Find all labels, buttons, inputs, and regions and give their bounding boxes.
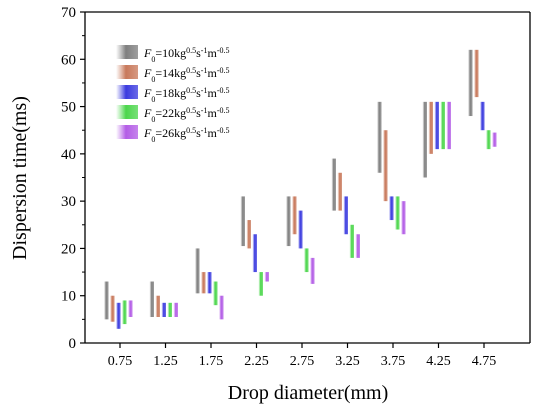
legend-entry-1: F0=10kg0.5s-1m-0.5: [143, 46, 229, 64]
bar-2-1.75: [201, 272, 206, 294]
bar-1-3.25: [331, 158, 336, 211]
bar-4-2.75: [304, 248, 309, 273]
x-tick-label: 2.75: [290, 354, 315, 369]
y-tick-label: 20: [61, 241, 76, 257]
x-tick-label: 3.25: [335, 354, 360, 369]
x-tick-label: 1.75: [199, 354, 224, 369]
x-tick-label: 4.75: [472, 354, 497, 369]
legend-swatch-2: [116, 65, 138, 79]
bar-4-2.25: [258, 272, 263, 296]
bar-3-4.75: [480, 101, 485, 131]
x-tick-label: 1.25: [153, 354, 178, 369]
bar-1-1.25: [149, 281, 154, 317]
bar-4-3.25: [349, 224, 354, 258]
legend-swatch-5: [116, 125, 138, 139]
y-axis-label: Dispersion time(ms): [9, 96, 31, 260]
bar-3-4.25: [434, 101, 439, 150]
y-tick-label: 60: [61, 52, 76, 68]
bar-1-0.75: [104, 281, 109, 320]
bar-3-2.25: [252, 234, 257, 273]
bar-4-1.25: [167, 302, 172, 317]
bar-3-1.75: [207, 272, 212, 294]
bar-1-3.75: [377, 101, 382, 173]
bar-4-3.75: [395, 196, 400, 230]
bars-layer: [104, 49, 497, 329]
legend: F0=10kg0.5s-1m-0.5 F0=14kg0.5s-1m-0.5 F0=1…: [116, 45, 229, 144]
bar-1-2.25: [240, 196, 245, 247]
plot-frame: [85, 11, 531, 343]
bar-3-1.25: [161, 302, 166, 317]
bar-3-0.75: [116, 302, 121, 329]
x-tick-label: 2.25: [244, 354, 269, 369]
bar-2-2.75: [292, 196, 297, 235]
y-tick-label: 50: [61, 100, 76, 116]
legend-entry-5: F0=26kg0.5s-1m-0.5: [143, 126, 229, 144]
x-tick-label: 3.75: [381, 354, 406, 369]
bar-2-4.25: [428, 101, 433, 154]
bar-3-3.75: [389, 196, 394, 221]
bar-5-0.75: [128, 300, 133, 317]
legend-entry-2: F0=14kg0.5s-1m-0.5: [143, 66, 229, 84]
y-tick-label: 30: [61, 194, 76, 210]
legend-entry-3: F0=18kg0.5s-1m-0.5: [143, 86, 229, 104]
bar-5-1.25: [173, 302, 178, 317]
legend-swatch-3: [116, 85, 138, 99]
x-axis-label: Drop diameter(mm): [228, 382, 389, 404]
legend-swatch-1: [116, 45, 138, 59]
y-tick-label: 70: [61, 5, 76, 21]
x-tick-label: 0.75: [108, 354, 133, 369]
bar-4-4.75: [486, 130, 491, 150]
bar-2-3.25: [337, 172, 342, 211]
bar-5-4.75: [492, 132, 497, 147]
y-tick-label: 10: [61, 289, 76, 305]
bar-5-1.75: [219, 295, 224, 320]
bar-3-2.75: [298, 210, 303, 249]
bar-2-4.75: [474, 49, 479, 98]
bar-4-4.25: [440, 101, 445, 150]
axes: 0 10 20 30 40 50 60 70 0.75 1.25 1.75 2.25 2.75 3.25 3…: [61, 5, 530, 369]
legend-entry-4: F0=22kg0.5s-1m-0.5: [143, 106, 229, 124]
bar-5-3.75: [401, 201, 406, 235]
bar-2-3.75: [383, 130, 388, 202]
bar-5-3.25: [355, 234, 360, 258]
bar-2-0.75: [110, 295, 115, 322]
y-tick-label: 0: [69, 336, 77, 352]
bar-1-2.75: [286, 196, 291, 247]
bar-5-2.25: [264, 272, 269, 282]
bar-2-1.25: [155, 295, 160, 317]
legend-swatch-4: [116, 105, 138, 119]
bar-5-2.75: [310, 257, 315, 284]
bar-3-3.25: [343, 196, 348, 235]
bar-5-4.25: [446, 101, 451, 150]
bar-4-1.75: [213, 281, 218, 306]
bar-1-4.75: [468, 49, 473, 117]
bar-1-1.75: [195, 248, 200, 294]
bar-1-4.25: [422, 101, 427, 178]
bar-2-2.25: [246, 220, 251, 249]
x-tick-label: 4.25: [426, 354, 451, 369]
y-tick-label: 40: [61, 147, 76, 163]
bar-4-0.75: [122, 300, 127, 325]
